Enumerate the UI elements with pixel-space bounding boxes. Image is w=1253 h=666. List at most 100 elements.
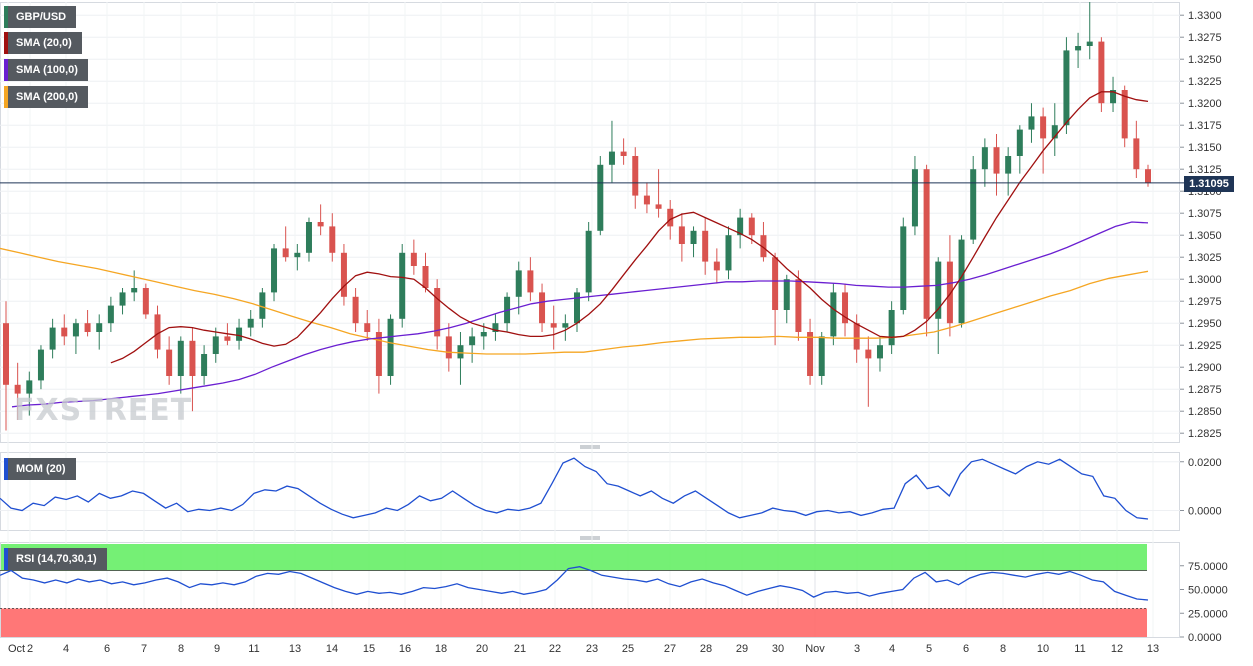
candle-body: [411, 253, 417, 266]
candle-body: [306, 222, 312, 253]
candle-body: [50, 328, 56, 350]
sma20-line: [111, 92, 1148, 363]
candle-body: [679, 226, 685, 244]
candle-body: [73, 323, 79, 336]
candle-body: [597, 165, 603, 231]
candle-body: [562, 323, 568, 327]
x-tick-label: Oct: [8, 643, 25, 655]
candle-body: [388, 319, 394, 376]
candle-body: [749, 218, 755, 236]
legend-sma100-label: SMA (100,0): [16, 64, 78, 76]
legend-sma200[interactable]: SMA (200,0): [4, 86, 88, 108]
x-tick-label: 10: [1037, 643, 1049, 655]
price-tick-label: 1.2900: [1188, 362, 1222, 374]
rsi-overbought-zone: [1, 544, 1147, 571]
candle-body: [201, 354, 207, 376]
x-tick-label: 11: [1074, 643, 1085, 655]
rsi-oversold-zone: [1, 609, 1147, 638]
current-price-tag: 1.31095: [1184, 176, 1234, 192]
candle-body: [551, 323, 557, 327]
candle-body: [819, 336, 825, 376]
candle-body: [457, 345, 463, 358]
x-tick-label: 20: [476, 643, 488, 655]
candle-body: [283, 248, 289, 257]
legend-sma100[interactable]: SMA (100,0): [4, 59, 88, 81]
watermark-text: FXSTREET: [14, 393, 192, 428]
price-tick-label: 1.3225: [1188, 76, 1222, 88]
candle-body: [725, 235, 731, 270]
price-tick-label: 1.3275: [1188, 32, 1222, 44]
legend-sma20-label: SMA (20,0): [16, 37, 72, 49]
price-tick-label: 1.2875: [1188, 384, 1222, 396]
candle-body: [772, 257, 778, 310]
candle-body: [108, 306, 114, 324]
current-price-value: 1.31095: [1189, 178, 1229, 190]
x-tick-label: 9: [214, 643, 220, 655]
sma20-swatch: [4, 32, 8, 54]
legend-sma20[interactable]: SMA (20,0): [4, 32, 82, 54]
candle-body: [854, 323, 860, 349]
price-tick-label: 1.3250: [1188, 54, 1222, 66]
candle-body: [865, 350, 871, 359]
candle-body: [970, 169, 976, 239]
price-tick-label: 1.2975: [1188, 296, 1222, 308]
candle-body: [341, 253, 347, 297]
rsi-tick-label: 75.0000: [1188, 561, 1228, 573]
candle-body: [656, 204, 662, 208]
x-tick-label: 13: [1147, 643, 1159, 655]
sma100-swatch: [4, 59, 8, 81]
candle-body: [1098, 42, 1104, 104]
candle-body: [353, 297, 359, 323]
candle-body: [644, 196, 650, 205]
legend-rsi[interactable]: RSI (14,70,30,1): [4, 548, 107, 570]
candle-body: [1063, 50, 1069, 125]
x-tick-label: 16: [399, 643, 411, 655]
candle-body: [120, 292, 126, 305]
candle-body: [1040, 116, 1046, 138]
candle-body: [61, 328, 67, 337]
x-tick-label: 25: [622, 643, 634, 655]
x-tick-label: 8: [178, 643, 184, 655]
candle-body: [621, 152, 627, 156]
candle-body: [271, 248, 277, 292]
candle-body: [131, 288, 137, 292]
x-tick-label: 23: [586, 643, 598, 655]
price-tick-label: 1.3200: [1188, 98, 1222, 110]
candle-body: [38, 350, 44, 381]
rsi-line: [0, 567, 1148, 600]
candle-body: [143, 288, 149, 314]
candle-body: [807, 332, 813, 376]
candle-body: [1017, 130, 1023, 156]
candle-body: [189, 341, 195, 376]
price-tick-label: 1.3175: [1188, 120, 1222, 132]
candle-body: [527, 270, 533, 292]
candle-body: [924, 169, 930, 319]
legend-mom[interactable]: MOM (20): [4, 458, 76, 480]
x-tick-label: 28: [700, 643, 712, 655]
candle-body: [947, 262, 953, 324]
candle-body: [516, 270, 522, 296]
mom-swatch: [4, 458, 8, 480]
mom-tick-label: 0.0200: [1188, 457, 1222, 469]
x-tick-label: Nov: [805, 643, 825, 655]
fxstreet-watermark: FXSTREET: [14, 393, 192, 428]
x-tick-label: 4: [889, 643, 895, 655]
candle-body: [166, 350, 172, 376]
x-tick-label: 30: [772, 643, 784, 655]
candle-body: [982, 147, 988, 169]
x-tick-label: 27: [664, 643, 676, 655]
rsi-tick-label: 50.0000: [1188, 585, 1228, 597]
price-tick-label: 1.3050: [1188, 230, 1222, 242]
candle-body: [702, 231, 708, 262]
candle-body: [423, 266, 429, 288]
x-tick-label: 21: [514, 643, 526, 655]
candle-body: [364, 323, 370, 332]
candle-body: [912, 169, 918, 226]
candle-body: [294, 253, 300, 257]
price-tick-label: 1.2850: [1188, 406, 1222, 418]
mom-tick-label: 0.0000: [1188, 506, 1222, 518]
legend-mom-label: MOM (20): [16, 463, 66, 475]
legend-symbol[interactable]: GBP/USD: [4, 6, 76, 28]
candle-body: [586, 231, 592, 293]
candle-body: [691, 231, 697, 244]
